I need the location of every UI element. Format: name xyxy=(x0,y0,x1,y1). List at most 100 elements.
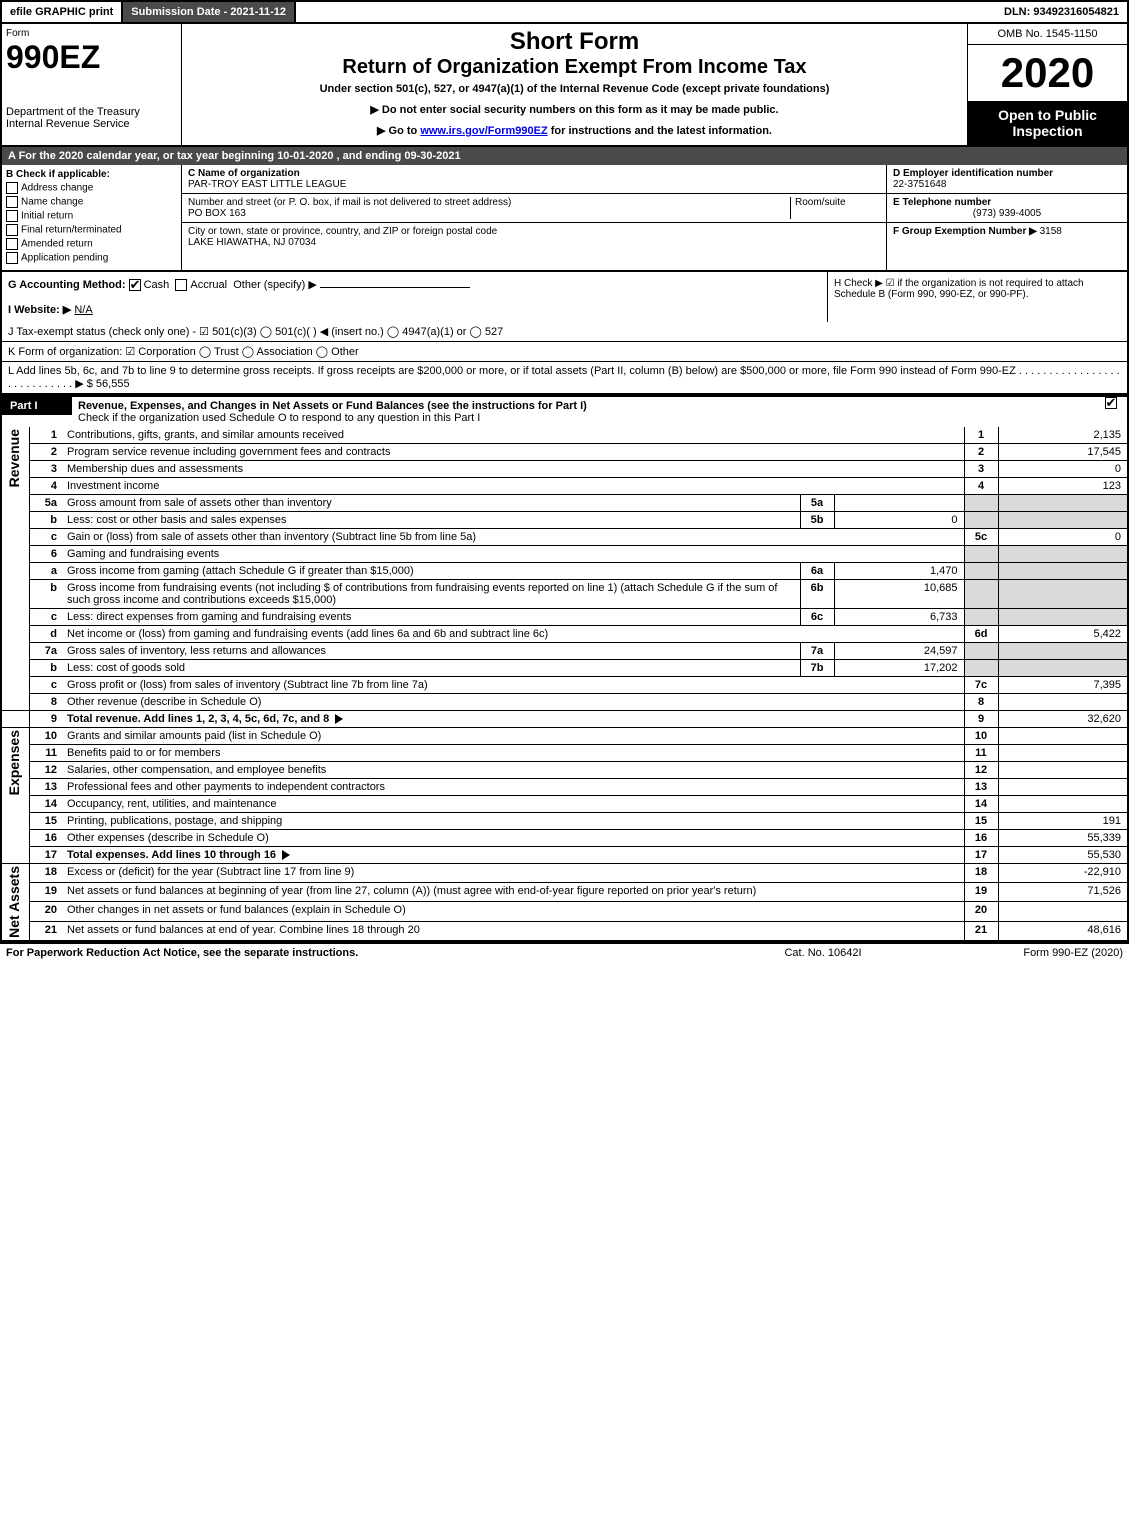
tax-year: 2020 xyxy=(968,45,1127,101)
line-14-num: 14 xyxy=(29,796,63,813)
line-6d-box: 6d xyxy=(964,626,998,643)
line-17-val: 55,530 xyxy=(998,847,1128,864)
paperwork-notice: For Paperwork Reduction Act Notice, see … xyxy=(6,947,723,959)
line-6b-desc: Gross income from fundraising events (no… xyxy=(67,582,777,606)
line-4-num: 4 xyxy=(29,478,63,495)
line-6b-ibox: 6b xyxy=(800,580,834,609)
line-21-desc: Net assets or fund balances at end of ye… xyxy=(67,924,420,936)
line-7a-ival: 24,597 xyxy=(834,643,964,660)
line-5c-box: 5c xyxy=(964,529,998,546)
row-g-h: G Accounting Method: Cash Accrual Other … xyxy=(2,272,1127,322)
line-16-num: 16 xyxy=(29,830,63,847)
line-7a-ibox: 7a xyxy=(800,643,834,660)
form-link-line: ▶ Go to www.irs.gov/Form990EZ for instru… xyxy=(186,124,963,137)
line-5b-desc: Less: cost or other basis and sales expe… xyxy=(67,514,287,526)
public-inspection-label: Open to Public Inspection xyxy=(968,101,1127,145)
line-6c-ibox: 6c xyxy=(800,609,834,626)
line-5c-desc: Gain or (loss) from sale of assets other… xyxy=(67,531,476,543)
line-6c-num: c xyxy=(29,609,63,626)
line-1-val: 2,135 xyxy=(998,427,1128,444)
chk-initial-return[interactable]: Initial return xyxy=(6,210,177,222)
ein-label: D Employer identification number xyxy=(893,168,1053,179)
line-9-box: 9 xyxy=(964,711,998,728)
line-14-val xyxy=(998,796,1128,813)
line-5c-val: 0 xyxy=(998,529,1128,546)
line-6c-ival: 6,733 xyxy=(834,609,964,626)
schedule-b-note: H Check ▶ ☑ if the organization is not r… xyxy=(834,278,1084,300)
line-11-num: 11 xyxy=(29,745,63,762)
line-1-box: 1 xyxy=(964,427,998,444)
form-header: Form 990EZ Department of the Treasury In… xyxy=(0,22,1129,147)
line-13-box: 13 xyxy=(964,779,998,796)
row-l: L Add lines 5b, 6c, and 7b to line 9 to … xyxy=(2,362,1127,393)
chk-cash[interactable] xyxy=(129,279,141,291)
net-assets-side-label: Net Assets xyxy=(6,866,22,938)
line-6c-desc: Less: direct expenses from gaming and fu… xyxy=(67,611,351,623)
department-label: Department of the Treasury Internal Reve… xyxy=(6,106,177,130)
org-name-address: C Name of organization PAR-TROY EAST LIT… xyxy=(182,165,887,270)
line-1-num: 1 xyxy=(29,427,63,444)
line-7c-num: c xyxy=(29,677,63,694)
part-1-check-note: Check if the organization used Schedule … xyxy=(78,412,480,424)
tel-label: E Telephone number xyxy=(893,197,991,208)
chk-name-change[interactable]: Name change xyxy=(6,196,177,208)
line-4-desc: Investment income xyxy=(67,480,159,492)
line-2-num: 2 xyxy=(29,444,63,461)
chk-accrual[interactable] xyxy=(175,279,187,291)
submission-date-button[interactable]: Submission Date - 2021-11-12 xyxy=(123,2,296,22)
line-12-val xyxy=(998,762,1128,779)
line-9-num: 9 xyxy=(29,711,63,728)
top-bar: efile GRAPHIC print Submission Date - 20… xyxy=(0,0,1129,22)
line-10-box: 10 xyxy=(964,728,998,745)
part-1-table: Revenue 1 Contributions, gifts, grants, … xyxy=(0,427,1129,942)
line-6d-val: 5,422 xyxy=(998,626,1128,643)
street-label: Number and street (or P. O. box, if mail… xyxy=(188,197,511,208)
check-if-applicable: B Check if applicable: Address change Na… xyxy=(2,165,182,270)
line-10-num: 10 xyxy=(29,728,63,745)
line-16-box: 16 xyxy=(964,830,998,847)
street-value: PO BOX 163 xyxy=(188,208,246,219)
room-label: Room/suite xyxy=(795,197,846,208)
tel-value: (973) 939-4005 xyxy=(893,208,1121,219)
chk-schedule-o[interactable] xyxy=(1105,397,1117,409)
line-21-num: 21 xyxy=(29,921,63,941)
efile-print-button[interactable]: efile GRAPHIC print xyxy=(2,2,123,22)
line-10-desc: Grants and similar amounts paid (list in… xyxy=(67,730,321,742)
line-13-num: 13 xyxy=(29,779,63,796)
line-7b-ival: 17,202 xyxy=(834,660,964,677)
line-18-val: -22,910 xyxy=(998,864,1128,883)
line-14-desc: Occupancy, rent, utilities, and maintena… xyxy=(67,798,277,810)
org-name: PAR-TROY EAST LITTLE LEAGUE xyxy=(188,179,346,190)
line-17-num: 17 xyxy=(29,847,63,864)
chk-final-return[interactable]: Final return/terminated xyxy=(6,224,177,236)
form-label: Form xyxy=(6,28,177,39)
line-3-val: 0 xyxy=(998,461,1128,478)
line-11-val xyxy=(998,745,1128,762)
line-14-box: 14 xyxy=(964,796,998,813)
irs-link[interactable]: www.irs.gov/Form990EZ xyxy=(420,125,547,137)
group-exemption-value: 3158 xyxy=(1040,226,1062,237)
line-6d-desc: Net income or (loss) from gaming and fun… xyxy=(67,628,548,640)
form-ref: Form 990-EZ (2020) xyxy=(923,947,1123,959)
line-2-desc: Program service revenue including govern… xyxy=(67,446,390,458)
chk-amended-return[interactable]: Amended return xyxy=(6,238,177,250)
line-12-desc: Salaries, other compensation, and employ… xyxy=(67,764,326,776)
line-1-desc: Contributions, gifts, grants, and simila… xyxy=(67,429,344,441)
org-info-section: B Check if applicable: Address change Na… xyxy=(0,165,1129,272)
line-19-val: 71,526 xyxy=(998,883,1128,902)
chk-address-change[interactable]: Address change xyxy=(6,182,177,194)
line-8-box: 8 xyxy=(964,694,998,711)
chk-application-pending[interactable]: Application pending xyxy=(6,252,177,264)
line-12-num: 12 xyxy=(29,762,63,779)
form-subtitle: Under section 501(c), 527, or 4947(a)(1)… xyxy=(186,83,963,95)
line-5b-num: b xyxy=(29,512,63,529)
line-18-desc: Excess or (deficit) for the year (Subtra… xyxy=(67,866,354,878)
line-12-box: 12 xyxy=(964,762,998,779)
line-5b-ival: 0 xyxy=(834,512,964,529)
city-value: LAKE HIAWATHA, NJ 07034 xyxy=(188,237,316,248)
link-post: for instructions and the latest informat… xyxy=(548,125,772,137)
line-5a-desc: Gross amount from sale of assets other t… xyxy=(67,497,332,509)
tax-year-range: A For the 2020 calendar year, or tax yea… xyxy=(0,147,1129,165)
line-20-val xyxy=(998,902,1128,921)
row-h: H Check ▶ ☑ if the organization is not r… xyxy=(827,272,1127,322)
